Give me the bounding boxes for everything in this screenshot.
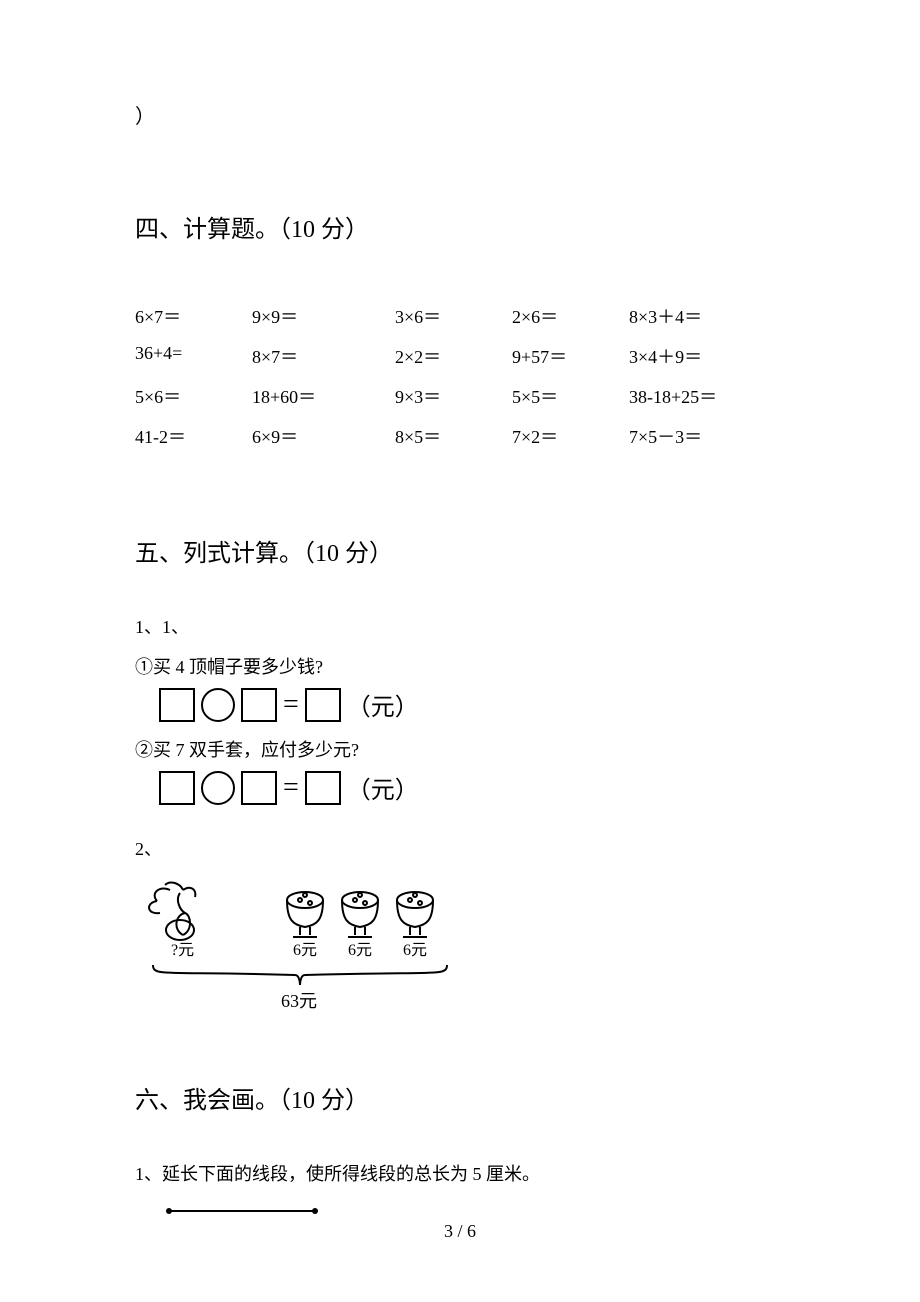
calc-cell: 9+57＝ [512,343,629,369]
problem-2-figure: ?元 6元 6元 6元 63元 [135,875,785,1015]
cup-icon [342,892,378,937]
operator-circle [201,771,235,805]
blank-box [305,688,341,722]
vase-icon [149,883,195,940]
calc-row: 41-2＝ 6×9＝ 8×5＝ 7×2＝ 7×5－3＝ [135,423,785,449]
calc-cell: 8×3＋4＝ [629,303,785,329]
cup-price-label: 6元 [293,942,317,959]
calc-cell: 8×5＝ [395,423,512,449]
equals-sign: = [283,772,299,804]
calc-cell: 5×5＝ [512,383,629,409]
calc-cell: 18+60＝ [252,383,395,409]
blank-box [305,771,341,805]
calc-cell: 3×6＝ [395,303,512,329]
bracket-icon [153,965,447,985]
line-segment-figure [165,1204,785,1222]
calc-table: 6×7＝ 9×9＝ 3×6＝ 2×6＝ 8×3＋4＝ 36+4= 8×7＝ 2×… [135,289,785,463]
line-segment-icon [165,1205,325,1217]
cup-icon [397,892,433,937]
yuan-unit: （元） [347,770,419,805]
calc-cell: 2×2＝ [395,343,512,369]
calc-cell: 2×6＝ [512,303,629,329]
unknown-price-label: ?元 [171,942,194,959]
calc-cell: 3×4＋9＝ [629,343,785,369]
problem-2-num: 2、 [135,835,785,861]
cup-icon [287,892,323,937]
calc-cell: 6×9＝ [252,423,395,449]
blank-box [241,688,277,722]
calc-cell: 5×6＝ [135,383,252,409]
operator-circle [201,688,235,722]
problem-1a-text: ①买 4 顶帽子要多少钱? [135,653,785,679]
blank-box [241,771,277,805]
stray-paren: ） [135,100,785,129]
yuan-unit: （元） [347,687,419,722]
section5-title: 五、列式计算。（10 分） [135,533,785,568]
shopping-diagram: ?元 6元 6元 6元 63元 [135,875,475,1015]
calc-cell: 6×7＝ [135,303,252,329]
equation-1a: = （元） [159,687,785,722]
calc-cell: 38-18+25＝ [629,383,785,409]
cup-price-label: 6元 [348,942,372,959]
calc-cell: 7×2＝ [512,423,629,449]
problem-6-1-text: 1、延长下面的线段，使所得线段的总长为 5 厘米。 [135,1160,785,1186]
calc-cell: 9×3＝ [395,383,512,409]
calc-row: 5×6＝ 18+60＝ 9×3＝ 5×5＝ 38-18+25＝ [135,383,785,409]
calc-cell: 41-2＝ [135,423,252,449]
cup-price-label: 6元 [403,942,427,959]
blank-box [159,688,195,722]
section6-title: 六、我会画。（10 分） [135,1080,785,1115]
total-price-label: 63元 [281,991,317,1011]
problem-1-num: 1、1、 [135,613,785,639]
calc-cell: 36+4= [135,343,252,369]
problem-1b-text: ②买 7 双手套，应付多少元? [135,736,785,762]
calc-row: 36+4= 8×7＝ 2×2＝ 9+57＝ 3×4＋9＝ [135,343,785,369]
equals-sign: = [283,689,299,721]
calc-row: 6×7＝ 9×9＝ 3×6＝ 2×6＝ 8×3＋4＝ [135,303,785,329]
calc-cell: 9×9＝ [252,303,395,329]
page-number: 3 / 6 [0,1221,920,1242]
calc-cell: 8×7＝ [252,343,395,369]
equation-1b: = （元） [159,770,785,805]
calc-cell: 7×5－3＝ [629,423,785,449]
section4-title: 四、计算题。（10 分） [135,209,785,244]
blank-box [159,771,195,805]
